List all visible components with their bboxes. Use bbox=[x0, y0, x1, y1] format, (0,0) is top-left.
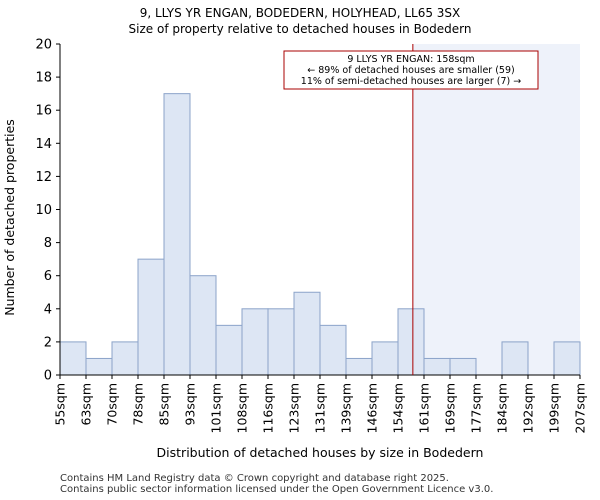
histogram-bar bbox=[293, 291, 321, 376]
histogram-bar bbox=[137, 258, 165, 376]
histogram-bar bbox=[59, 341, 87, 376]
y-tick-label: 8 bbox=[44, 236, 52, 251]
annotation-larger: 11% of semi-detached houses are larger (… bbox=[301, 76, 521, 87]
x-tick-label: 131sqm bbox=[313, 383, 328, 433]
y-tick-label: 14 bbox=[35, 137, 52, 152]
annotation-smaller: ← 89% of detached houses are smaller (59… bbox=[307, 65, 514, 76]
histogram-bar bbox=[111, 341, 139, 376]
histogram-bar bbox=[189, 275, 217, 376]
histogram-bar bbox=[501, 341, 529, 376]
histogram-bar bbox=[397, 308, 425, 376]
y-tick-label: 12 bbox=[35, 170, 52, 185]
histogram-bar bbox=[553, 341, 581, 376]
y-axis-label: Number of detached properties bbox=[2, 119, 17, 316]
y-tick-label: 18 bbox=[35, 71, 52, 86]
y-tick-label: 4 bbox=[44, 302, 52, 317]
histogram-bar bbox=[85, 357, 113, 376]
y-tick-label: 6 bbox=[44, 269, 52, 284]
footer-line-2: Contains public sector information licen… bbox=[60, 484, 494, 495]
x-tick-label: 116sqm bbox=[261, 383, 276, 433]
y-tick-label: 10 bbox=[35, 203, 52, 218]
x-tick-label: 161sqm bbox=[417, 383, 432, 433]
larger-region-shade bbox=[412, 44, 580, 375]
x-tick-label: 199sqm bbox=[547, 383, 562, 433]
x-tick-label: 154sqm bbox=[391, 383, 406, 433]
x-axis-label: Distribution of detached houses by size … bbox=[157, 445, 484, 460]
x-tick-label: 169sqm bbox=[443, 383, 458, 433]
x-tick-label: 108sqm bbox=[235, 383, 250, 433]
y-tick-label: 0 bbox=[44, 369, 52, 384]
histogram-bar bbox=[241, 308, 269, 376]
x-tick-label: 78sqm bbox=[131, 383, 146, 426]
y-tick-label: 16 bbox=[35, 104, 52, 119]
x-tick-label: 93sqm bbox=[183, 383, 198, 426]
histogram-bar bbox=[345, 357, 373, 376]
footer-line-1: Contains HM Land Registry data © Crown c… bbox=[60, 473, 449, 484]
x-tick-label: 55sqm bbox=[53, 383, 68, 426]
x-tick-label: 85sqm bbox=[157, 383, 172, 426]
histogram-bar bbox=[449, 357, 477, 376]
x-tick-label: 70sqm bbox=[105, 383, 120, 426]
x-tick-label: 177sqm bbox=[469, 383, 484, 433]
y-tick-label: 2 bbox=[44, 335, 52, 350]
chart-title: 9, LLYS YR ENGAN, BODEDERN, HOLYHEAD, LL… bbox=[139, 6, 461, 20]
histogram-bar bbox=[215, 324, 243, 376]
x-tick-label: 207sqm bbox=[573, 383, 588, 433]
histogram-bar bbox=[423, 357, 451, 376]
histogram-bar bbox=[267, 308, 295, 376]
histogram-bar bbox=[319, 324, 347, 376]
x-tick-label: 146sqm bbox=[365, 383, 380, 433]
annotation-title: 9 LLYS YR ENGAN: 158sqm bbox=[347, 54, 474, 65]
y-tick-label: 20 bbox=[35, 38, 52, 53]
chart-subtitle: Size of property relative to detached ho… bbox=[128, 22, 472, 36]
x-tick-label: 123sqm bbox=[287, 383, 302, 433]
x-tick-label: 192sqm bbox=[521, 383, 536, 433]
histogram-bar bbox=[371, 341, 399, 376]
histogram-bar bbox=[163, 93, 191, 376]
annotation-box bbox=[283, 50, 539, 90]
x-tick-label: 101sqm bbox=[209, 383, 224, 433]
x-tick-label: 139sqm bbox=[339, 383, 354, 433]
x-tick-label: 184sqm bbox=[495, 383, 510, 433]
x-tick-label: 63sqm bbox=[79, 383, 94, 426]
